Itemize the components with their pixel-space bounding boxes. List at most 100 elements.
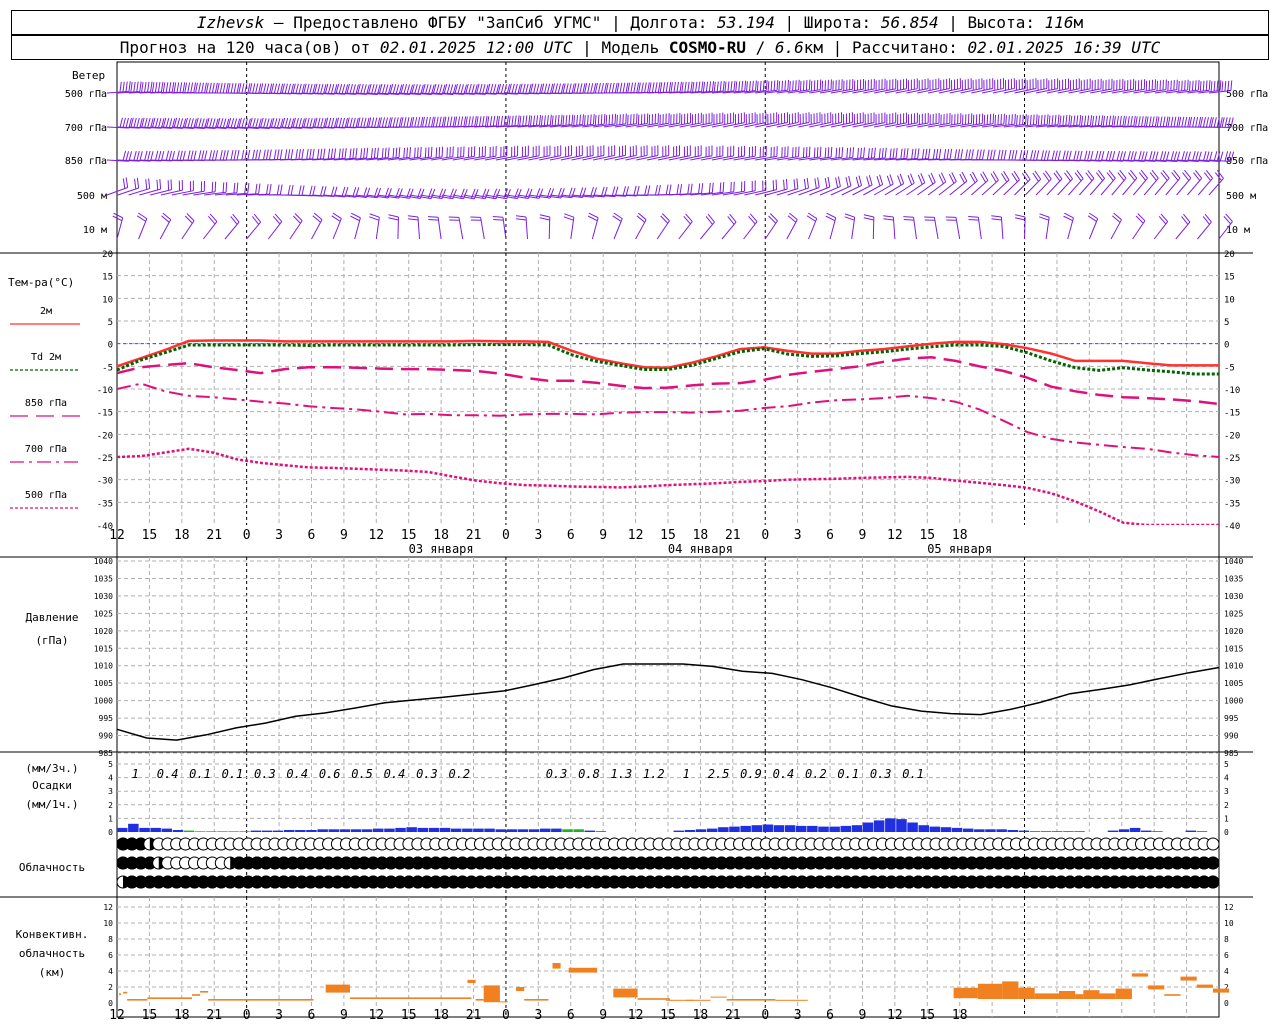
wind-barb: [1143, 169, 1159, 196]
wind-barb: [938, 172, 957, 196]
wind-barb: [614, 113, 638, 128]
wind-barb: [1079, 115, 1104, 128]
conv-bar: [467, 979, 476, 983]
cloud-symbol: [625, 875, 639, 889]
cloud-symbol: [813, 875, 827, 889]
wind-barb: [1014, 114, 1038, 128]
wind-barb: [636, 145, 659, 161]
precip-bar: [1007, 830, 1018, 832]
x-hour-tick: 3: [534, 1008, 542, 1023]
precip-bar: [807, 825, 818, 832]
x-hour-tick: 0: [502, 1008, 510, 1023]
cloud-symbol: [1027, 875, 1041, 889]
conv-bar: [350, 997, 472, 999]
x-hour-tick: 12: [368, 528, 384, 543]
wind-barb: [485, 115, 509, 128]
wind-barb: [711, 80, 736, 94]
x-hour-tick: 21: [725, 528, 741, 543]
wind-barb: [571, 114, 595, 128]
wind-barb-surface: [407, 215, 420, 240]
conv-y-tick: 12: [103, 903, 113, 912]
pressure-y-tick: 985: [99, 749, 114, 758]
precip-y-tick-right: 0: [1224, 828, 1229, 837]
precip-bar: [695, 829, 707, 832]
wind-barb: [117, 150, 143, 162]
precip-y-tick-right: 3: [1224, 787, 1229, 796]
wind-barb: [1090, 115, 1115, 128]
temp-y-tick-right: -10: [1224, 386, 1240, 396]
precip-bar: [673, 830, 685, 832]
pressure-y-tick: 1005: [94, 679, 113, 688]
pressure-title: Давление: [26, 611, 79, 624]
cloud-symbol: [768, 856, 782, 870]
x-hour-tick: 18: [693, 528, 709, 543]
precip-bar: [963, 828, 974, 832]
x-hour-tick: 15: [142, 528, 158, 543]
precip-bar: [707, 828, 718, 832]
wind-barb: [269, 83, 294, 95]
wind-barb: [1133, 79, 1157, 94]
wind-barb-surface: [470, 216, 485, 240]
wind-barb: [722, 112, 745, 128]
x-hour-tick: 18: [433, 1008, 449, 1023]
wind-barb: [539, 114, 563, 128]
precip-bar: [406, 827, 417, 832]
wind-barb-surface: [492, 216, 507, 240]
wind-barb: [917, 172, 936, 196]
wind-barb: [431, 83, 457, 95]
cloud-symbol: [929, 875, 943, 889]
cloud-symbol: [232, 875, 246, 889]
wind-barb: [755, 146, 778, 161]
wind-barb: [819, 112, 843, 128]
wind-barb: [355, 147, 379, 161]
conv-y-tick: 6: [108, 951, 113, 960]
precip-bar: [428, 827, 440, 832]
wind-barb: [117, 177, 140, 196]
precip-bar: [339, 829, 351, 832]
wind-barb-surface: [289, 213, 303, 240]
x-hour-tick: 0: [761, 528, 769, 543]
forecast-label: Прогноз на 120 часа(ов) от: [119, 38, 371, 57]
conv-y-tick-right: 0: [1224, 999, 1229, 1008]
precip-3h-total: 0.4: [286, 767, 308, 781]
pressure-y-tick-right: 1025: [1224, 609, 1243, 618]
wind-barb: [776, 79, 800, 94]
precip-unit-3h: (мм/3ч.): [26, 762, 79, 775]
cloud-symbol: [786, 875, 800, 889]
cloud-symbol: [1045, 875, 1059, 889]
wind-barb: [1025, 114, 1049, 128]
x-hour-tick: 12: [109, 1008, 125, 1023]
cloud-symbol: [670, 856, 684, 870]
wind-barb: [928, 113, 951, 128]
conv-bar: [1164, 994, 1181, 996]
precip-bar: [540, 828, 551, 832]
x-hour-tick: 6: [308, 528, 316, 543]
x-hour-tick: 9: [340, 1008, 348, 1023]
wind-barb: [744, 146, 767, 161]
x-hour-tick: 12: [368, 1008, 384, 1023]
wind-barb: [1208, 151, 1235, 163]
precip-bar: [439, 827, 451, 832]
wind-level-label-right: 500 гПа: [1226, 89, 1268, 100]
wind-barb: [1046, 78, 1069, 94]
wind-barb-surface: [203, 213, 218, 240]
cloud-symbol: [715, 856, 729, 870]
wind-barb: [874, 78, 897, 94]
cloud-symbol: [134, 875, 148, 889]
wind-level-label-right: 10 м: [1226, 225, 1250, 236]
temp-y-tick-right: 20: [1224, 250, 1235, 260]
wind-barb: [744, 112, 767, 128]
pressure-y-tick: 1015: [94, 644, 113, 653]
wind-barb: [895, 173, 915, 196]
precip-bar: [1074, 831, 1085, 832]
wind-barb: [874, 112, 897, 128]
wind-barb: [960, 171, 978, 196]
precip-bar: [985, 829, 996, 832]
wind-barb: [106, 117, 132, 129]
wind-barb: [755, 112, 778, 128]
cloud-symbol: [768, 875, 782, 889]
wind-level-label: 500 м: [77, 191, 107, 202]
wind-barb: [733, 180, 756, 196]
precip-bar: [1052, 831, 1063, 832]
wind-barb: [722, 181, 746, 196]
